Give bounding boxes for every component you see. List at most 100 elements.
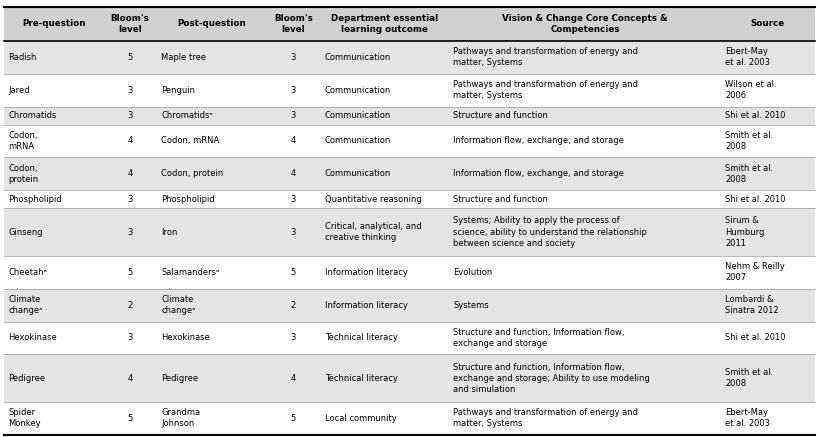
Text: 4: 4: [291, 169, 296, 178]
Text: Chromatidsᵃ: Chromatidsᵃ: [161, 111, 213, 120]
Bar: [4, 190, 815, 208]
Text: Hexokinase: Hexokinase: [8, 333, 57, 343]
Text: Radish: Radish: [8, 53, 37, 62]
Text: 4: 4: [128, 374, 133, 383]
Text: 5: 5: [128, 53, 133, 62]
Text: 3: 3: [291, 195, 296, 204]
Text: 4: 4: [291, 136, 296, 146]
Bar: [4, 402, 815, 435]
Text: 3: 3: [291, 228, 296, 236]
Text: Information literacy: Information literacy: [324, 268, 408, 277]
Text: Pathways and transformation of energy and
matter, Systems: Pathways and transformation of energy an…: [453, 80, 638, 100]
Text: 4: 4: [128, 169, 133, 178]
Text: 5: 5: [291, 268, 296, 277]
Text: Smith et al.
2008: Smith et al. 2008: [725, 368, 773, 388]
Text: 4: 4: [128, 136, 133, 146]
Text: Pedigree: Pedigree: [8, 374, 45, 383]
Text: Structure and function: Structure and function: [453, 195, 548, 204]
Text: Technical literacy: Technical literacy: [324, 333, 397, 343]
Text: 3: 3: [128, 333, 133, 343]
Text: Codon, protein: Codon, protein: [161, 169, 224, 178]
Bar: [4, 157, 815, 190]
Bar: [4, 256, 815, 289]
Text: 3: 3: [291, 53, 296, 62]
Bar: [4, 322, 815, 354]
Text: Spider
Monkey: Spider Monkey: [8, 408, 41, 428]
Text: Quantitative reasoning: Quantitative reasoning: [324, 195, 421, 204]
Text: Wilson et al.
2006: Wilson et al. 2006: [725, 80, 776, 100]
Text: Codon, mRNA: Codon, mRNA: [161, 136, 219, 146]
Text: Post-question: Post-question: [178, 19, 247, 28]
Text: 5: 5: [291, 414, 296, 423]
Text: Pathways and transformation of energy and
matter, Systems: Pathways and transformation of energy an…: [453, 408, 638, 428]
Bar: [4, 7, 103, 41]
Text: Communication: Communication: [324, 53, 391, 62]
Bar: [266, 7, 320, 41]
Text: 5: 5: [128, 414, 133, 423]
Text: Pathways and transformation of energy and
matter, Systems: Pathways and transformation of energy an…: [453, 47, 638, 67]
Text: Hexokinase: Hexokinase: [161, 333, 210, 343]
Text: 5: 5: [128, 268, 133, 277]
Bar: [449, 7, 721, 41]
Text: Jared: Jared: [8, 86, 29, 95]
Text: 3: 3: [128, 195, 133, 204]
Text: Chromatids: Chromatids: [8, 111, 57, 120]
Text: Systems: Systems: [453, 301, 489, 309]
Text: Source: Source: [751, 19, 785, 28]
Text: Structure and function: Structure and function: [453, 111, 548, 120]
Text: Ebert-May
et al. 2003: Ebert-May et al. 2003: [725, 408, 770, 428]
Bar: [157, 7, 266, 41]
Text: Ginseng: Ginseng: [8, 228, 43, 236]
Text: Shi et al. 2010: Shi et al. 2010: [725, 111, 785, 120]
Text: Smith et al.
2008: Smith et al. 2008: [725, 164, 773, 184]
Text: Critical, analytical, and
creative thinking: Critical, analytical, and creative think…: [324, 222, 421, 242]
Text: Local community: Local community: [324, 414, 396, 423]
Text: Cheetahᵃ: Cheetahᵃ: [8, 268, 47, 277]
Text: Information flow, exchange, and storage: Information flow, exchange, and storage: [453, 136, 624, 146]
Text: Smith et al.
2008: Smith et al. 2008: [725, 131, 773, 151]
Text: 3: 3: [128, 86, 133, 95]
Text: Sirum &
Humburg
2011: Sirum & Humburg 2011: [725, 216, 764, 248]
Text: Penguin: Penguin: [161, 86, 196, 95]
Text: 2: 2: [128, 301, 133, 309]
Text: 3: 3: [291, 86, 296, 95]
Text: Bloom's
level: Bloom's level: [111, 14, 150, 34]
Text: Department essential
learning outcome: Department essential learning outcome: [331, 14, 438, 34]
Text: Pre-question: Pre-question: [22, 19, 85, 28]
Bar: [4, 74, 815, 107]
Text: Systems; Ability to apply the process of
science, ability to understand the rela: Systems; Ability to apply the process of…: [453, 216, 647, 248]
Text: Structure and function, Information flow,
exchange and storage; Ability to use m: Structure and function, Information flow…: [453, 363, 650, 394]
Text: Pedigree: Pedigree: [161, 374, 198, 383]
Text: Phospholipid: Phospholipid: [161, 195, 215, 204]
Text: 3: 3: [291, 333, 296, 343]
Text: Vision & Change Core Concepts &
Competencies: Vision & Change Core Concepts & Competen…: [502, 14, 667, 34]
Bar: [320, 7, 449, 41]
Bar: [721, 7, 815, 41]
Text: Evolution: Evolution: [453, 268, 492, 277]
Text: 2: 2: [291, 301, 296, 309]
Text: Communication: Communication: [324, 136, 391, 146]
Text: Climate
changeᵃ: Climate changeᵃ: [161, 295, 196, 315]
Text: Lombardi &
Sinatra 2012: Lombardi & Sinatra 2012: [725, 295, 779, 315]
Text: Iron: Iron: [161, 228, 178, 236]
Bar: [103, 7, 157, 41]
Text: Maple tree: Maple tree: [161, 53, 206, 62]
Text: Shi et al. 2010: Shi et al. 2010: [725, 195, 785, 204]
Text: Communication: Communication: [324, 86, 391, 95]
Bar: [4, 41, 815, 74]
Text: Structure and function, Information flow,
exchange and storage: Structure and function, Information flow…: [453, 328, 625, 348]
Bar: [4, 289, 815, 322]
Text: Grandma
Johnson: Grandma Johnson: [161, 408, 201, 428]
Text: Codon,
protein: Codon, protein: [8, 164, 38, 184]
Text: Codon,
mRNA: Codon, mRNA: [8, 131, 38, 151]
Bar: [4, 107, 815, 125]
Text: Communication: Communication: [324, 111, 391, 120]
Bar: [4, 354, 815, 402]
Text: 3: 3: [291, 111, 296, 120]
Text: Phospholipid: Phospholipid: [8, 195, 62, 204]
Text: Bloom's
level: Bloom's level: [274, 14, 313, 34]
Text: Ebert-May
et al. 2003: Ebert-May et al. 2003: [725, 47, 770, 67]
Text: 4: 4: [291, 374, 296, 383]
Text: Climate
changeᵃ: Climate changeᵃ: [8, 295, 43, 315]
Text: Technical literacy: Technical literacy: [324, 374, 397, 383]
